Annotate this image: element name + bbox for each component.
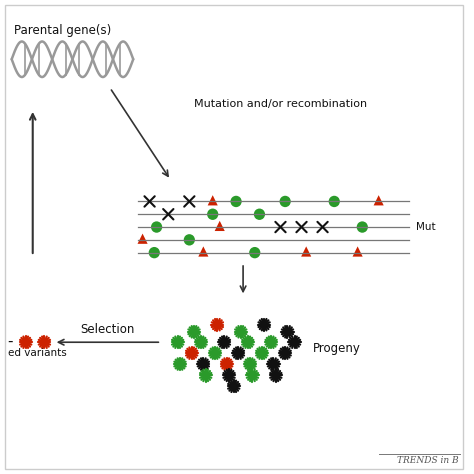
Circle shape <box>207 209 219 220</box>
Circle shape <box>254 209 265 220</box>
Text: Mut: Mut <box>416 222 436 232</box>
Polygon shape <box>198 246 209 256</box>
Circle shape <box>149 247 160 258</box>
Circle shape <box>357 221 368 233</box>
Polygon shape <box>301 246 311 256</box>
Text: Parental gene(s): Parental gene(s) <box>14 24 111 37</box>
Text: Selection: Selection <box>80 323 135 336</box>
Polygon shape <box>208 195 218 205</box>
Circle shape <box>280 196 291 207</box>
Polygon shape <box>137 234 147 244</box>
Circle shape <box>151 221 162 233</box>
Text: TRENDS in B: TRENDS in B <box>397 456 459 465</box>
Text: Mutation and/or recombination: Mutation and/or recombination <box>194 99 367 109</box>
Circle shape <box>249 247 260 258</box>
Polygon shape <box>215 221 225 231</box>
Polygon shape <box>353 246 363 256</box>
Text: -: - <box>8 334 13 349</box>
Circle shape <box>184 234 195 246</box>
Circle shape <box>328 196 340 207</box>
Polygon shape <box>374 195 384 205</box>
Circle shape <box>230 196 242 207</box>
Text: Progeny: Progeny <box>313 342 361 355</box>
Text: ed variants: ed variants <box>9 348 67 358</box>
